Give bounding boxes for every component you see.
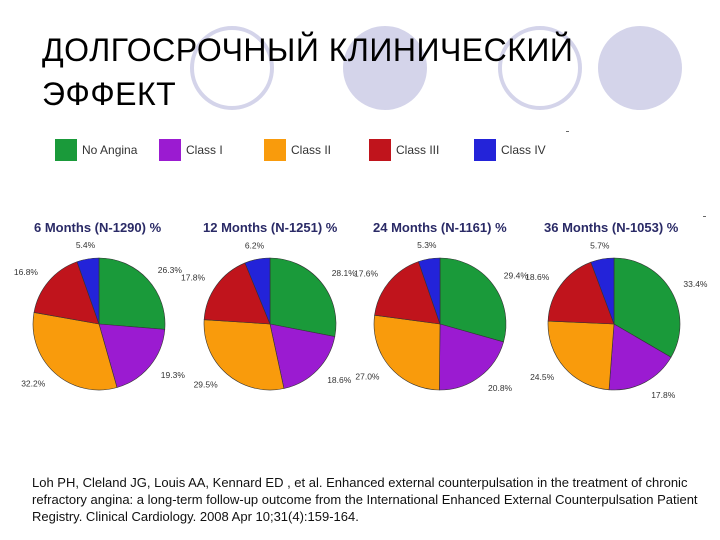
pie-data-label-class-4: 5.3% xyxy=(417,240,437,250)
pie-data-label-class-1: 20.8% xyxy=(488,383,513,393)
pie-data-label-class-2: 29.5% xyxy=(194,380,219,390)
pie-slice-class-2 xyxy=(203,319,285,391)
pie-slice-class-4 xyxy=(590,257,615,325)
chart-title-12-months: 12 Months (N-1251) % xyxy=(203,220,338,235)
pie-data-label-class-4: 5.4% xyxy=(76,240,96,250)
pie-data-label-no-angina: 33.4% xyxy=(683,279,708,289)
pie-slice-class-2 xyxy=(373,314,441,391)
decorative-circle xyxy=(190,26,274,110)
legend-swatch xyxy=(264,139,286,161)
pie-slice-class-4 xyxy=(418,257,441,325)
chart-title-24-months: 24 Months (N-1161) % xyxy=(373,220,507,235)
pie-data-label-class-1: 17.8% xyxy=(651,390,676,400)
pie-data-label-class-4: 6.2% xyxy=(245,241,265,251)
pie-data-label-class-1: 18.6% xyxy=(327,375,352,385)
pie-data-label-class-4: 5.7% xyxy=(590,240,610,250)
legend-label: Class III xyxy=(396,143,440,157)
pie-data-label-class-2: 32.2% xyxy=(21,378,46,388)
pie-slice-class-1 xyxy=(608,323,672,391)
legend-label: Class II xyxy=(291,143,332,157)
pie-slice-class-2 xyxy=(547,320,615,391)
slide-title: ДОЛГОСРОЧНЫЙ КЛИНИЧЕСКИЙ ЭФФЕКТ xyxy=(42,32,574,112)
pie-slice-class-4 xyxy=(244,257,271,325)
pie-slice-no-angina xyxy=(269,257,337,337)
pie-slice-class-1 xyxy=(439,323,504,391)
legend-swatch xyxy=(474,139,496,161)
chart-legend: No Angina Class I Class II Class III Cla… xyxy=(55,139,595,163)
pie-data-label-no-angina: 29.4% xyxy=(504,271,529,281)
pie-data-label-class-2: 24.5% xyxy=(530,372,555,382)
pie-data-label-class-3: 16.8% xyxy=(14,267,39,277)
pie-data-label-no-angina: 26.3% xyxy=(158,265,183,275)
legend-label: Class IV xyxy=(501,143,546,157)
stray-mark xyxy=(703,216,706,217)
decorative-circle xyxy=(598,26,682,110)
citation: Loh PH, Cleland JG, Louis AA, Kennard ED… xyxy=(32,475,698,524)
stray-mark xyxy=(566,131,569,132)
pie-charts: 26.3% 19.3% 32.2% 16.8% 5.4% 28.1% 18.6% 29.5% 1… xyxy=(14,240,708,400)
legend-swatch xyxy=(369,139,391,161)
pie-slice-class-4 xyxy=(76,257,100,325)
pie-slice-class-3 xyxy=(547,261,615,325)
pie-slice-class-1 xyxy=(98,323,166,388)
legend-label: Class I xyxy=(186,143,223,157)
pie-slice-no-angina xyxy=(439,257,507,343)
pie-slice-no-angina xyxy=(613,257,681,358)
legend-swatch xyxy=(159,139,181,161)
legend-swatch xyxy=(55,139,77,161)
pie-data-label-class-3: 17.8% xyxy=(181,272,206,282)
chart-title-36-months: 36 Months (N-1053) % xyxy=(544,220,679,235)
pie-data-label-class-3: 18.6% xyxy=(525,272,550,282)
chart-title-6-months: 6 Months (N-1290) % xyxy=(34,220,162,235)
legend-label: No Angina xyxy=(82,143,138,157)
pie-slice-class-3 xyxy=(203,262,271,325)
decorative-circles xyxy=(190,26,682,110)
pie-slice-class-2 xyxy=(32,312,118,391)
decorative-circle xyxy=(343,26,427,110)
pie-data-label-class-2: 27.0% xyxy=(355,371,380,381)
pie-data-label-class-1: 19.3% xyxy=(161,370,186,380)
decorative-circle xyxy=(498,26,582,110)
pie-data-label-class-3: 17.6% xyxy=(354,268,379,278)
pie-slice-no-angina xyxy=(98,257,166,330)
pie-data-label-no-angina: 28.1% xyxy=(332,268,357,278)
pie-slice-class-3 xyxy=(33,261,100,325)
pie-slice-class-1 xyxy=(269,323,336,389)
